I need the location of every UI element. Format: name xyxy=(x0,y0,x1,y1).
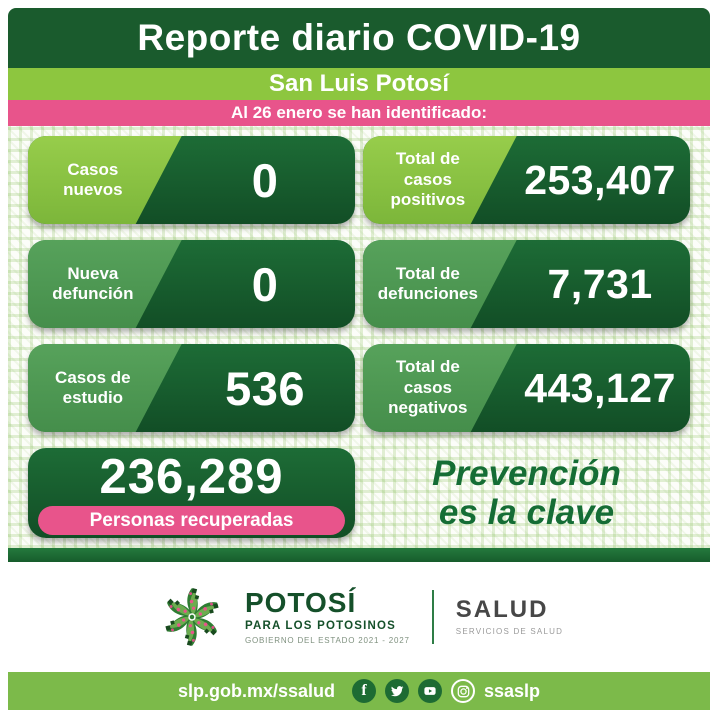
stat-label: Total de defunciones xyxy=(363,240,517,328)
youtube-icon[interactable] xyxy=(418,679,442,703)
potosi-logo-block: POTOSÍ PARA LOS POTOSINOS GOBIERNO DEL E… xyxy=(244,587,410,646)
slogan-line-1: Prevención xyxy=(432,453,621,493)
stat-card-total-negatives: Total de casos negativos 443,127 xyxy=(363,344,690,432)
stat-value: 0 xyxy=(251,257,279,311)
stat-card-new-cases: Casos nuevos 0 xyxy=(28,136,355,224)
state-name: San Luis Potosí xyxy=(268,70,450,97)
logo-divider xyxy=(431,590,434,644)
potosi-logo-title: POTOSÍ xyxy=(244,587,357,618)
stat-value: 7,731 xyxy=(547,260,653,307)
stat-card-study-cases: Casos de estudio 536 xyxy=(28,344,355,432)
stat-card-total-positives: Total de casos positivos 253,407 xyxy=(363,136,690,224)
recovered-card: 236,289 Personas recuperadas xyxy=(28,448,355,538)
instagram-icon[interactable] xyxy=(451,679,475,703)
stat-label: Casos de estudio xyxy=(28,344,182,432)
social-handle: ssaslp xyxy=(484,680,541,701)
salud-logo-subtitle: SERVICIOS DE SALUD xyxy=(455,627,564,636)
stat-value: 253,407 xyxy=(524,156,676,203)
salud-logo-block: SALUD SERVICIOS DE SALUD xyxy=(455,596,564,637)
stats-area: Casos nuevos 0 Total de casos positivos … xyxy=(8,126,710,548)
facebook-icon[interactable]: f xyxy=(352,679,376,703)
separator-band xyxy=(8,548,710,562)
stat-value: 536 xyxy=(225,361,306,415)
report-content: Reporte diario COVID-19 San Luis Potosí … xyxy=(8,8,710,710)
stat-label: Total de casos positivos xyxy=(363,136,517,224)
date-text: Al 26 enero se han identificado: xyxy=(230,103,487,122)
stat-value: 0 xyxy=(251,153,279,207)
stat-label: Nueva defunción xyxy=(28,240,182,328)
stat-card-total-deaths: Total de defunciones 7,731 xyxy=(363,240,690,328)
recovered-label-pill: Personas recuperadas xyxy=(38,506,345,535)
twitter-icon[interactable] xyxy=(385,679,409,703)
salud-logo-title: SALUD xyxy=(455,596,549,623)
stat-label: Casos nuevos xyxy=(28,136,182,224)
stat-row-2: Nueva defunción 0 Total de defunciones 7… xyxy=(8,240,710,328)
stat-row-1: Casos nuevos 0 Total de casos positivos … xyxy=(8,136,710,224)
website-link[interactable]: slp.gob.mx/ssalud xyxy=(177,680,335,701)
stat-card-new-deaths: Nueva defunción 0 xyxy=(28,240,355,328)
logo-footer: POTOSÍ PARA LOS POTOSINOS GOBIERNO DEL E… xyxy=(8,562,710,672)
state-band: San Luis Potosí xyxy=(8,68,710,100)
potosi-logo-tagline: GOBIERNO DEL ESTADO 2021 - 2027 xyxy=(244,636,410,645)
stat-row-4: 236,289 Personas recuperadas Prevención … xyxy=(8,448,710,538)
stat-label: Total de casos negativos xyxy=(363,344,517,432)
page-title: Reporte diario COVID-19 xyxy=(137,17,581,58)
slogan: Prevención es la clave xyxy=(363,448,690,538)
date-band: Al 26 enero se han identificado: xyxy=(8,100,710,126)
header-band: Reporte diario COVID-19 xyxy=(8,8,710,68)
potosi-logo-subtitle: PARA LOS POTOSINOS xyxy=(244,620,397,632)
bottom-bar: slp.gob.mx/ssalud f xyxy=(8,672,710,710)
stat-row-3: Casos de estudio 536 Total de casos nega… xyxy=(8,344,710,432)
recovered-value: 236,289 xyxy=(99,450,284,504)
stat-value: 443,127 xyxy=(524,364,676,411)
slogan-line-2: es la clave xyxy=(438,493,615,532)
potosi-rosette-icon xyxy=(163,587,220,647)
